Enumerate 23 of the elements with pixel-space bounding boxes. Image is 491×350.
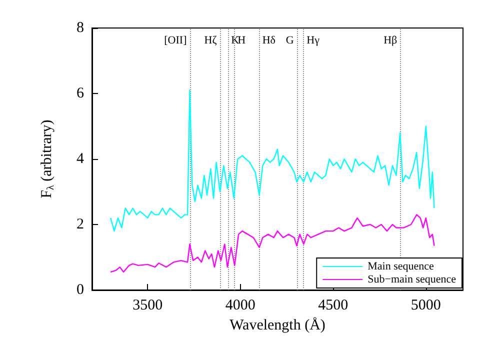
ref-line-label: H (238, 34, 246, 46)
legend-label: Main sequence (368, 260, 434, 272)
y-tick-label: 0 (76, 282, 84, 298)
y-tick-label: 2 (76, 216, 84, 232)
x-tick-label: 5000 (410, 298, 441, 314)
ref-line-label: K (231, 34, 240, 46)
ref-line-label: G (286, 34, 294, 46)
y-tick-label: 6 (76, 86, 84, 102)
x-tick-label: 3500 (132, 298, 163, 314)
x-axis-title: Wavelength (Å) (230, 316, 326, 334)
x-tick-label: 4500 (318, 298, 348, 314)
y-tick-label: 8 (76, 20, 84, 36)
ref-line-label: Hγ (306, 34, 320, 46)
ref-line-label: Hβ (384, 34, 398, 46)
ref-line-label: Hζ (204, 34, 218, 46)
ref-line-label: [OII] (164, 34, 187, 46)
line-series (110, 214, 435, 273)
legend-label: Sub−main sequence (368, 274, 456, 286)
line-series (110, 90, 435, 232)
y-tick-label: 4 (76, 151, 84, 167)
x-tick-label: 4000 (225, 298, 256, 314)
ref-line-label: Hδ (262, 34, 276, 46)
y-axis-title: Fλ (arbitrary) (39, 120, 56, 198)
